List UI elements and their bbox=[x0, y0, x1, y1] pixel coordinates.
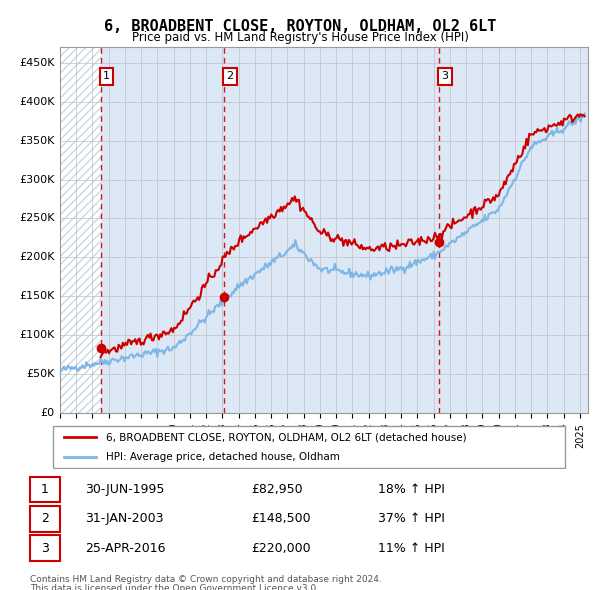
Text: 37% ↑ HPI: 37% ↑ HPI bbox=[378, 512, 445, 525]
Text: 6, BROADBENT CLOSE, ROYTON, OLDHAM, OL2 6LT: 6, BROADBENT CLOSE, ROYTON, OLDHAM, OL2 … bbox=[104, 19, 496, 34]
Text: 6, BROADBENT CLOSE, ROYTON, OLDHAM, OL2 6LT (detached house): 6, BROADBENT CLOSE, ROYTON, OLDHAM, OL2 … bbox=[106, 432, 467, 442]
Text: 25-APR-2016: 25-APR-2016 bbox=[85, 542, 166, 555]
Text: HPI: Average price, detached house, Oldham: HPI: Average price, detached house, Oldh… bbox=[106, 452, 340, 461]
Text: £148,500: £148,500 bbox=[251, 512, 310, 525]
FancyBboxPatch shape bbox=[30, 535, 61, 561]
Text: Contains HM Land Registry data © Crown copyright and database right 2024.: Contains HM Land Registry data © Crown c… bbox=[30, 575, 382, 584]
Text: £250K: £250K bbox=[19, 214, 55, 224]
Text: £0: £0 bbox=[41, 408, 55, 418]
Text: £300K: £300K bbox=[19, 175, 55, 185]
Text: 2: 2 bbox=[41, 512, 49, 525]
Text: Price paid vs. HM Land Registry's House Price Index (HPI): Price paid vs. HM Land Registry's House … bbox=[131, 31, 469, 44]
Text: 11% ↑ HPI: 11% ↑ HPI bbox=[378, 542, 445, 555]
Text: 18% ↑ HPI: 18% ↑ HPI bbox=[378, 483, 445, 496]
Text: £220,000: £220,000 bbox=[251, 542, 310, 555]
Text: 30-JUN-1995: 30-JUN-1995 bbox=[85, 483, 164, 496]
Text: £450K: £450K bbox=[19, 58, 55, 68]
Text: £350K: £350K bbox=[19, 136, 55, 146]
Text: £400K: £400K bbox=[19, 97, 55, 107]
Text: 3: 3 bbox=[41, 542, 49, 555]
FancyBboxPatch shape bbox=[30, 477, 61, 503]
Text: 1: 1 bbox=[41, 483, 49, 496]
Text: £200K: £200K bbox=[19, 253, 55, 263]
Text: 31-JAN-2003: 31-JAN-2003 bbox=[85, 512, 164, 525]
Text: 3: 3 bbox=[441, 71, 448, 81]
Text: £82,950: £82,950 bbox=[251, 483, 302, 496]
Text: 2: 2 bbox=[226, 71, 233, 81]
Text: 1: 1 bbox=[103, 71, 110, 81]
Text: This data is licensed under the Open Government Licence v3.0.: This data is licensed under the Open Gov… bbox=[30, 584, 319, 590]
Text: £150K: £150K bbox=[19, 291, 55, 301]
FancyBboxPatch shape bbox=[30, 506, 61, 532]
Text: £50K: £50K bbox=[26, 369, 55, 379]
Text: £100K: £100K bbox=[19, 330, 55, 340]
FancyBboxPatch shape bbox=[53, 426, 565, 468]
